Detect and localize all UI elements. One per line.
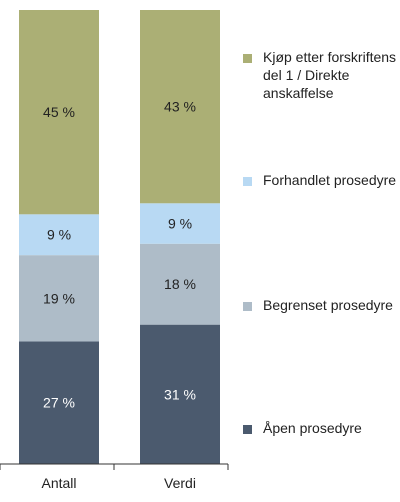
legend-swatch (243, 425, 252, 434)
legend-swatch (243, 177, 252, 186)
legend-label: Forhandlet prosedyre (263, 172, 396, 188)
data-label: 43 % (164, 99, 196, 115)
bar-segment-verdi-2 (140, 203, 220, 244)
legend-label: Åpen prosedyre (263, 420, 362, 436)
x-tick-label-verdi: Verdi (164, 475, 196, 491)
bar-segment-verdi-0 (140, 324, 220, 464)
legend-swatch (243, 302, 252, 311)
data-label: 27 % (43, 395, 75, 411)
data-label: 19 % (43, 290, 75, 306)
legend-swatch (243, 54, 252, 63)
bar-segment-antall-0 (19, 341, 99, 464)
x-tick-label-antall: Antall (41, 475, 76, 491)
bars-layer: 27 % 19 % 9 % 45 % 31 % 18 % 9 % 43 % (19, 10, 220, 464)
legend-label: Kjøp etter forskriftens del 1 / Direkte an… (263, 49, 396, 101)
bar-segment-verdi-1 (140, 243, 220, 325)
bar-segment-antall-3 (19, 10, 99, 215)
bar-segment-antall-1 (19, 255, 99, 342)
data-label: 31 % (164, 386, 196, 402)
data-label: 45 % (43, 104, 75, 120)
data-label: 18 % (164, 276, 196, 292)
x-axis: Antall Verdi (0, 463, 229, 491)
bar-segment-verdi-3 (140, 10, 220, 204)
legend: Åpen prosedyre Begrenset prosedyre Forhand… (243, 49, 396, 436)
bar-segment-antall-2 (19, 214, 99, 256)
legend-label: Begrenset prosedyre (263, 297, 393, 313)
data-label: 9 % (168, 216, 192, 232)
data-label: 9 % (47, 227, 71, 243)
